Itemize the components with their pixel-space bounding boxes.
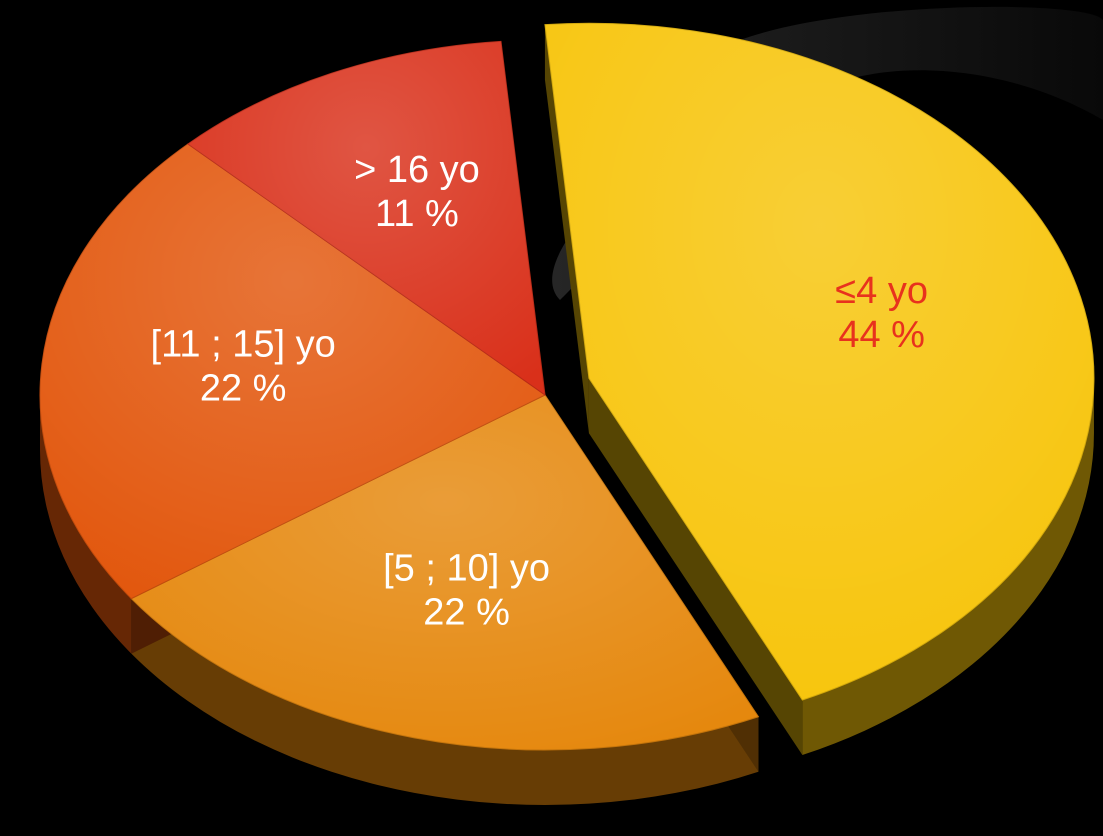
slice-gloss-16-yo: [187, 41, 545, 395]
pie-tops: [39, 22, 1095, 751]
slice-label-11-15-yo: [11 ; 15] yo: [151, 323, 336, 365]
slice-value-5-10-yo: 22 %: [423, 592, 510, 634]
slice-label-16-yo: > 16 yo: [354, 149, 480, 191]
slice-rim-11-15-yo: [40, 395, 132, 654]
slice-value-11-15-yo: 22 %: [200, 367, 287, 409]
slice-value-16-yo: 11 %: [375, 193, 459, 235]
slice-wall-4-yo-0: [544, 24, 589, 434]
slice-gloss-5-10-yo: [131, 395, 759, 750]
slice-gloss-11-15-yo: [40, 143, 546, 599]
slice-gloss-4-yo: [544, 23, 1094, 701]
slice-label-4-yo: ≤4 yo: [835, 270, 928, 312]
slice-rim-5-10-yo: [131, 598, 759, 805]
slice-rim-4-yo: [802, 378, 1094, 756]
slice-value-4-yo: 44 %: [838, 314, 925, 356]
slice-label-5-10-yo: [5 ; 10] yo: [383, 548, 550, 590]
slice-wall-4-yo-1: [588, 378, 803, 756]
